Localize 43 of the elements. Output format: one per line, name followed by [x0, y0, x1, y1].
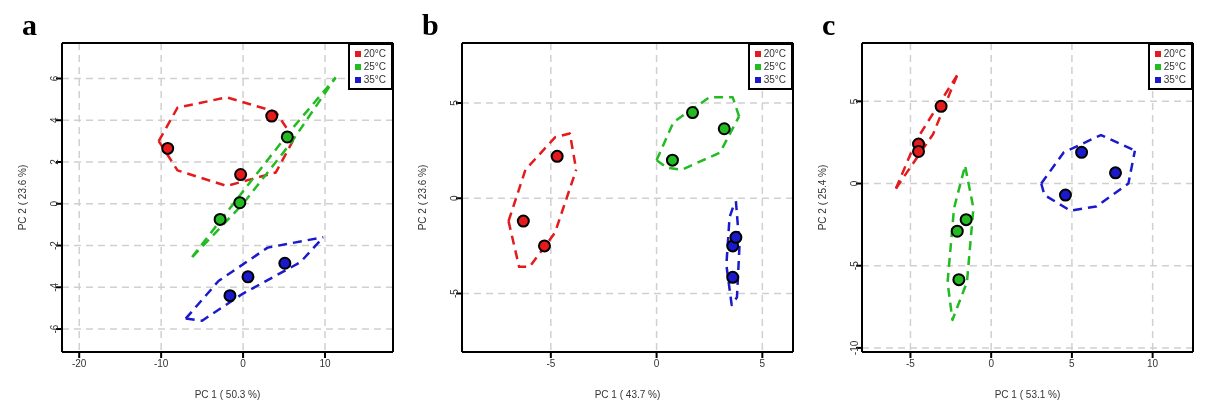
y-tick-label: 6: [48, 75, 60, 82]
chart-title: c: [822, 8, 836, 42]
y-tick-label: -5: [848, 260, 860, 271]
y-tick-label: -2: [48, 240, 60, 250]
y-tick-label: 0: [448, 195, 460, 202]
y-tick-label: 5: [448, 99, 460, 106]
y-axis-title: PC 2 ( 25.4 %): [816, 164, 828, 231]
y-tick-label: 4: [48, 117, 60, 124]
legend-label: 25°C: [363, 60, 386, 73]
y-tick-label: 2: [48, 158, 60, 165]
chart-title: b: [422, 8, 439, 42]
x-tick-label: 0: [653, 358, 660, 370]
x-tick-label: 5: [1069, 358, 1076, 370]
legend-label: 25°C: [1163, 60, 1186, 73]
legend-label: 20°C: [763, 47, 786, 60]
x-tick-label: 0: [240, 358, 247, 370]
x-tick-label: 10: [1147, 358, 1159, 370]
x-axis-title: PC 1 ( 53.1 %): [994, 389, 1061, 400]
legend-label: 25°C: [763, 60, 786, 73]
legend-label: 35°C: [763, 73, 786, 86]
y-tick-label: -6: [48, 324, 60, 334]
x-tick-label: -20: [71, 358, 87, 370]
y-tick-label: -5: [448, 288, 460, 298]
x-tick-label: -10: [153, 358, 169, 370]
y-axis-title: PC 2 ( 23.6 %): [416, 164, 428, 231]
x-axis-title: PC 1 ( 43.7 %): [594, 389, 661, 400]
legend-label: 20°C: [1163, 47, 1186, 60]
x-tick-label: 0: [988, 358, 995, 370]
y-axis-title: PC 2 ( 23.6 %): [16, 164, 28, 231]
y-tick-label: 0: [48, 200, 60, 207]
legend-label: 20°C: [363, 47, 386, 60]
y-tick-label: 0: [848, 180, 860, 187]
y-tick-label: -10: [848, 340, 860, 356]
y-tick-label: 5: [848, 98, 860, 105]
x-axis-title: PC 1 ( 50.3 %): [194, 389, 261, 400]
x-tick-label: -5: [546, 358, 556, 370]
legend-label: 35°C: [363, 73, 386, 86]
legend-label: 35°C: [1163, 73, 1186, 86]
x-tick-label: 10: [319, 358, 331, 370]
y-tick-label: -4: [48, 282, 60, 292]
x-tick-label: -5: [905, 358, 916, 370]
chart-title: a: [22, 8, 37, 42]
x-tick-label: 5: [759, 358, 766, 370]
